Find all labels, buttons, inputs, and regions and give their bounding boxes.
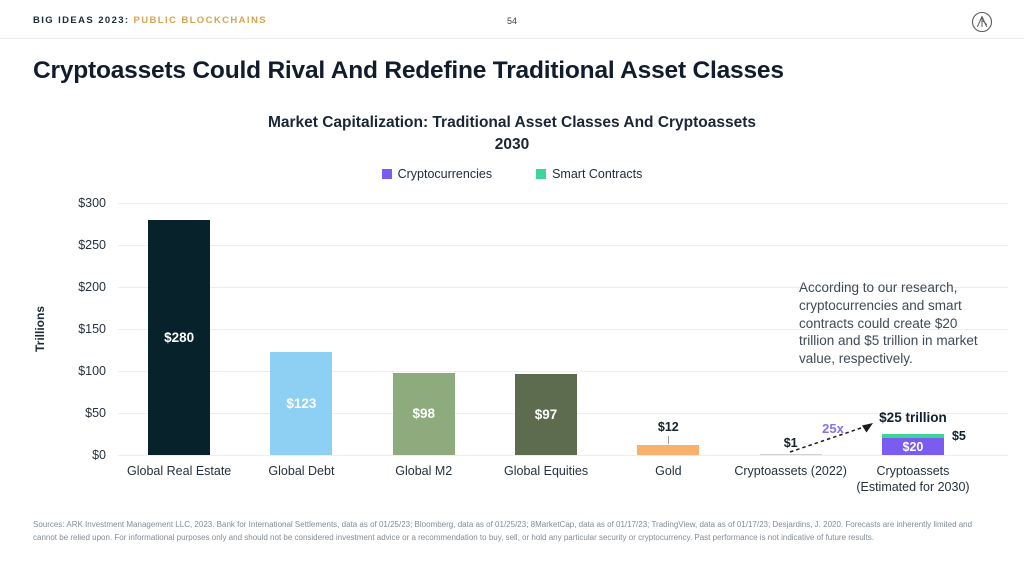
smart-contracts-swatch-icon <box>536 169 547 179</box>
gridline <box>118 329 1008 330</box>
legend-label: Smart Contracts <box>552 167 643 181</box>
bar-global-debt: $123 <box>270 351 333 455</box>
gridline <box>118 287 1008 288</box>
y-tick-label: $200 <box>78 280 106 294</box>
legend-item-smart-contracts: Smart Contracts <box>536 167 642 181</box>
bar-global-real-estate: $280 <box>148 219 211 455</box>
category-label-global-m2: Global M2 <box>395 464 453 478</box>
bar-value-label: $20 <box>902 439 924 454</box>
chart-subtitle: 2030 <box>494 136 530 153</box>
legend-item-cryptocurrencies: Cryptocurrencies <box>381 167 493 181</box>
side-value-label: $5 <box>951 429 966 444</box>
slide-title: Cryptoassets Could Rival And Redefine Tr… <box>33 57 784 84</box>
bar-segment-cryptocurrencies: $20 <box>881 438 944 455</box>
bar-cryptoassets-2022 <box>759 453 822 455</box>
bar-global-equities: $97 <box>515 373 578 455</box>
gridline <box>118 455 1008 456</box>
page-number: 54 <box>506 16 517 26</box>
label-leader-line <box>668 435 670 444</box>
gridline <box>118 245 1008 246</box>
y-tick-label: $250 <box>78 238 106 252</box>
bar-gold <box>637 444 700 455</box>
y-tick-label: $0 <box>92 448 106 462</box>
research-annotation: According to our research, cryptocurrenc… <box>799 280 978 367</box>
category-label-gold: Gold <box>655 464 682 478</box>
ark-logo-icon <box>971 11 993 33</box>
brand-prefix: BIG IDEAS 2023: <box>33 15 130 26</box>
sources-disclaimer: Sources: ARK Investment Management LLC, … <box>33 520 973 542</box>
brand-header: BIG IDEAS 2023: PUBLIC BLOCKCHAINS <box>33 15 267 26</box>
bar-global-m2: $98 <box>392 372 455 455</box>
y-tick-label: $300 <box>78 196 106 210</box>
y-tick-label: $50 <box>85 406 106 420</box>
bar-value-label: $280 <box>164 329 195 345</box>
plot-area: $280 $123 $98 $97 $12 $1 $20 $5 $25 trillion <box>118 203 1008 456</box>
header-divider <box>0 38 1024 39</box>
category-label-cryptoassets: Cryptoassets (Estimated for 2030) <box>856 464 970 495</box>
brand-highlight: PUBLIC BLOCKCHAINS <box>133 15 267 26</box>
multiplier-annotation: 25x <box>822 421 844 436</box>
category-label-global-debt: Global Debt <box>268 464 335 478</box>
bar-value-label: $97 <box>534 406 558 422</box>
gridline <box>118 371 1008 372</box>
bar-value-label: $98 <box>412 406 436 422</box>
growth-arrow-icon <box>789 423 873 453</box>
y-tick-label: $100 <box>78 364 106 378</box>
cryptocurrencies-swatch-icon <box>381 169 392 179</box>
bar-value-label: $12 <box>657 419 679 434</box>
chart-title: Market Capitalization: Traditional Asset… <box>267 114 757 131</box>
category-label-cryptoassets-2022: Cryptoassets (2022) <box>734 464 847 478</box>
category-label-global-real-estate: Global Real Estate <box>127 464 232 478</box>
bar-value-label: $1 <box>783 435 798 450</box>
gridline <box>118 203 1008 204</box>
bar-value-label: $123 <box>286 395 317 411</box>
bar-segment-smart-contracts <box>881 434 944 439</box>
chart-legend: Cryptocurrencies Smart Contracts <box>0 167 1024 181</box>
total-value-label: $25 trillion <box>879 410 947 425</box>
y-tick-label: $150 <box>78 322 106 336</box>
category-label-global-equities: Global Equities <box>504 464 589 478</box>
y-axis: $300 $250 $200 $150 $100 $50 $0 <box>40 196 106 462</box>
legend-label: Cryptocurrencies <box>397 167 493 181</box>
